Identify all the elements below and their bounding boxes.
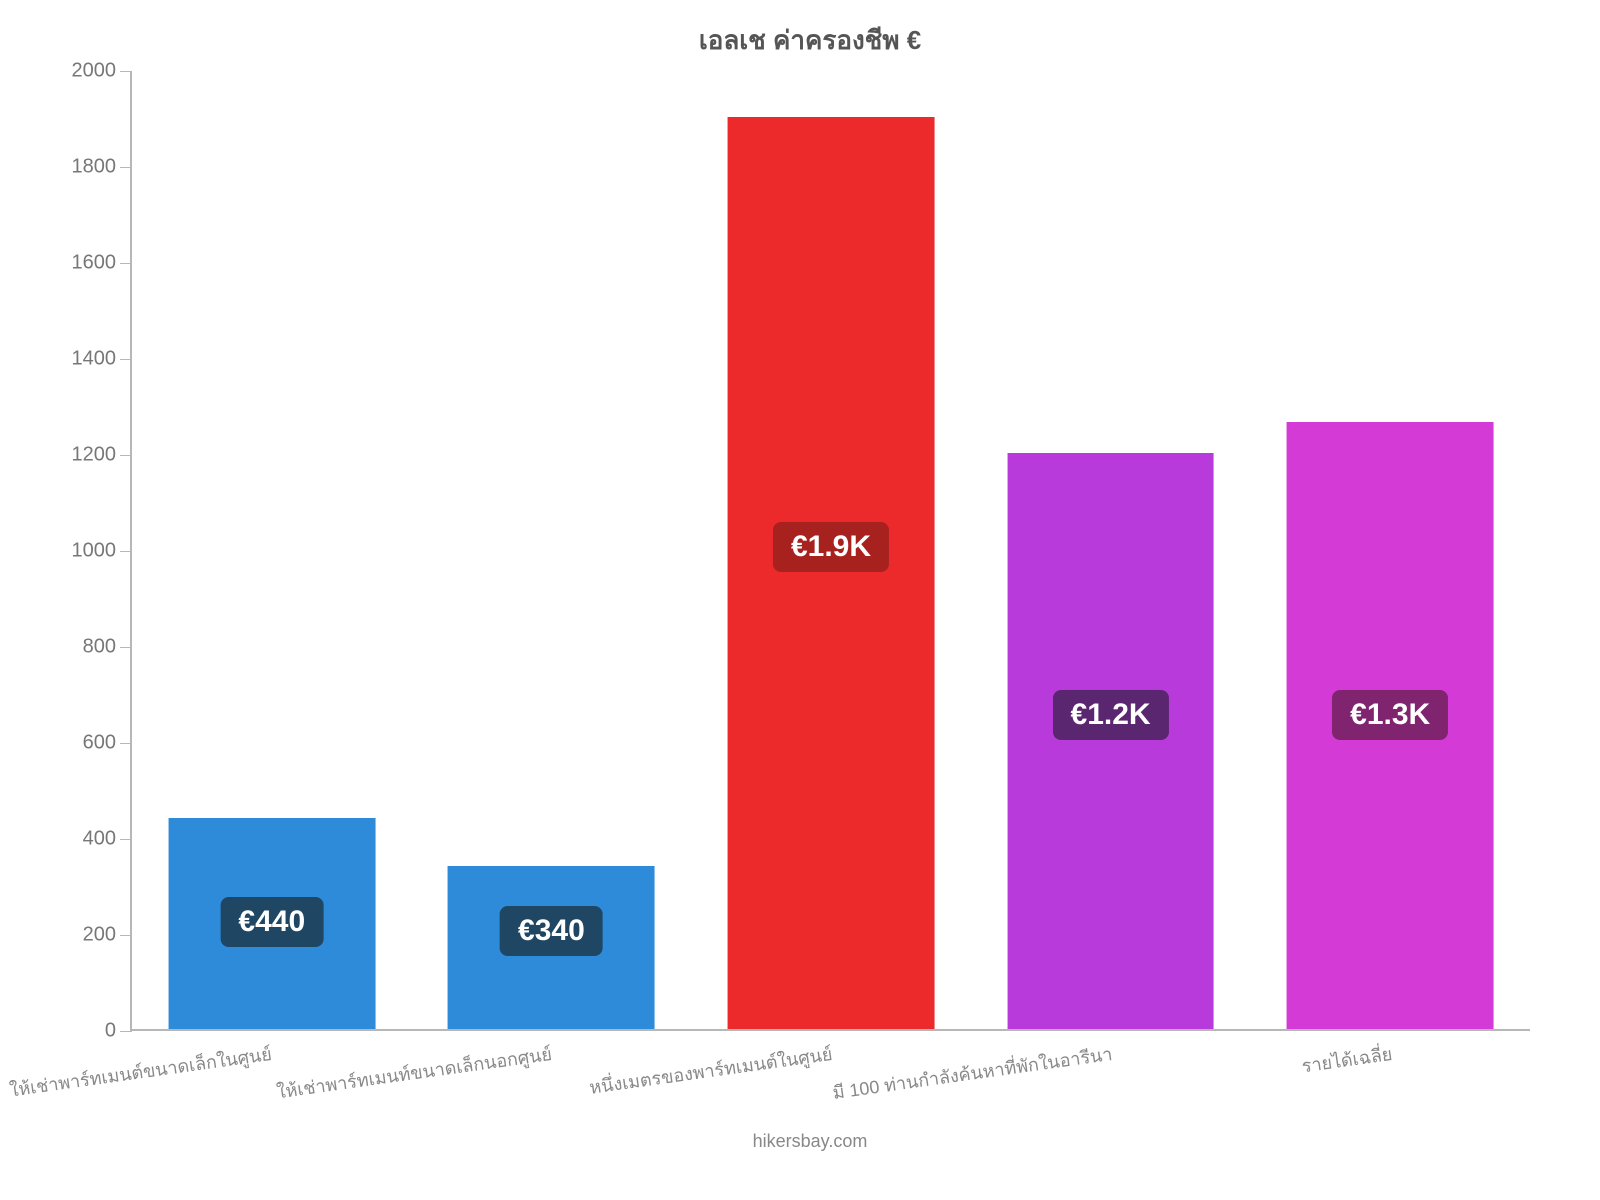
chart-container: เอลเช ค่าครองชีพ € 020040060080010001200… [60, 20, 1560, 1120]
y-tick-label: 2000 [72, 60, 133, 83]
bar [728, 117, 935, 1029]
x-tick-label: มี 100 ท่านกำลังค้นหาที่พักในอารีนา [831, 1039, 1114, 1107]
y-tick-label: 600 [83, 732, 132, 755]
x-tick-label: รายได้เฉลี่ย [1300, 1039, 1394, 1080]
x-tick-label: หนึ่งเมตรของพาร์ทเมนต์ในศูนย์ [587, 1039, 834, 1102]
y-tick-label: 1800 [72, 156, 133, 179]
y-tick-label: 1600 [72, 252, 133, 275]
bar-slot: €340 [412, 71, 692, 1029]
plot-area: 0200400600800100012001400160018002000€44… [130, 71, 1530, 1031]
y-tick-label: 200 [83, 924, 132, 947]
x-tick-label: ให้เช่าพาร์ทเมนต์ขนาดเล็กในศูนย์ [8, 1039, 274, 1105]
y-tick-label: 800 [83, 636, 132, 659]
value-badge: €1.3K [1332, 690, 1448, 740]
y-tick-label: 400 [83, 828, 132, 851]
value-badge: €440 [220, 897, 323, 947]
y-tick-label: 1000 [72, 540, 133, 563]
value-badge: €1.2K [1053, 690, 1169, 740]
x-axis-labels: ให้เช่าพาร์ทเมนต์ขนาดเล็กในศูนย์ให้เช่าพ… [130, 1031, 1530, 1101]
bar-slot: €440 [132, 71, 412, 1029]
chart-footer: hikersbay.com [60, 1131, 1560, 1152]
y-tick-label: 0 [105, 1020, 132, 1043]
value-badge: €340 [500, 906, 603, 956]
value-badge: €1.9K [773, 522, 889, 572]
y-tick-label: 1200 [72, 444, 133, 467]
bar [1007, 453, 1214, 1029]
chart-title: เอลเช ค่าครองชีพ € [60, 20, 1560, 61]
x-tick-label: ให้เช่าพาร์ทเมนท์ขนาดเล็กนอกศูนย์ [275, 1039, 554, 1106]
y-tick-label: 1400 [72, 348, 133, 371]
bar-slot: €1.2K [971, 71, 1251, 1029]
bar-slot: €1.3K [1250, 71, 1530, 1029]
bars-layer: €440 €340 €1.9K €1.2K €1.3K [132, 71, 1530, 1029]
bar-slot: €1.9K [691, 71, 971, 1029]
